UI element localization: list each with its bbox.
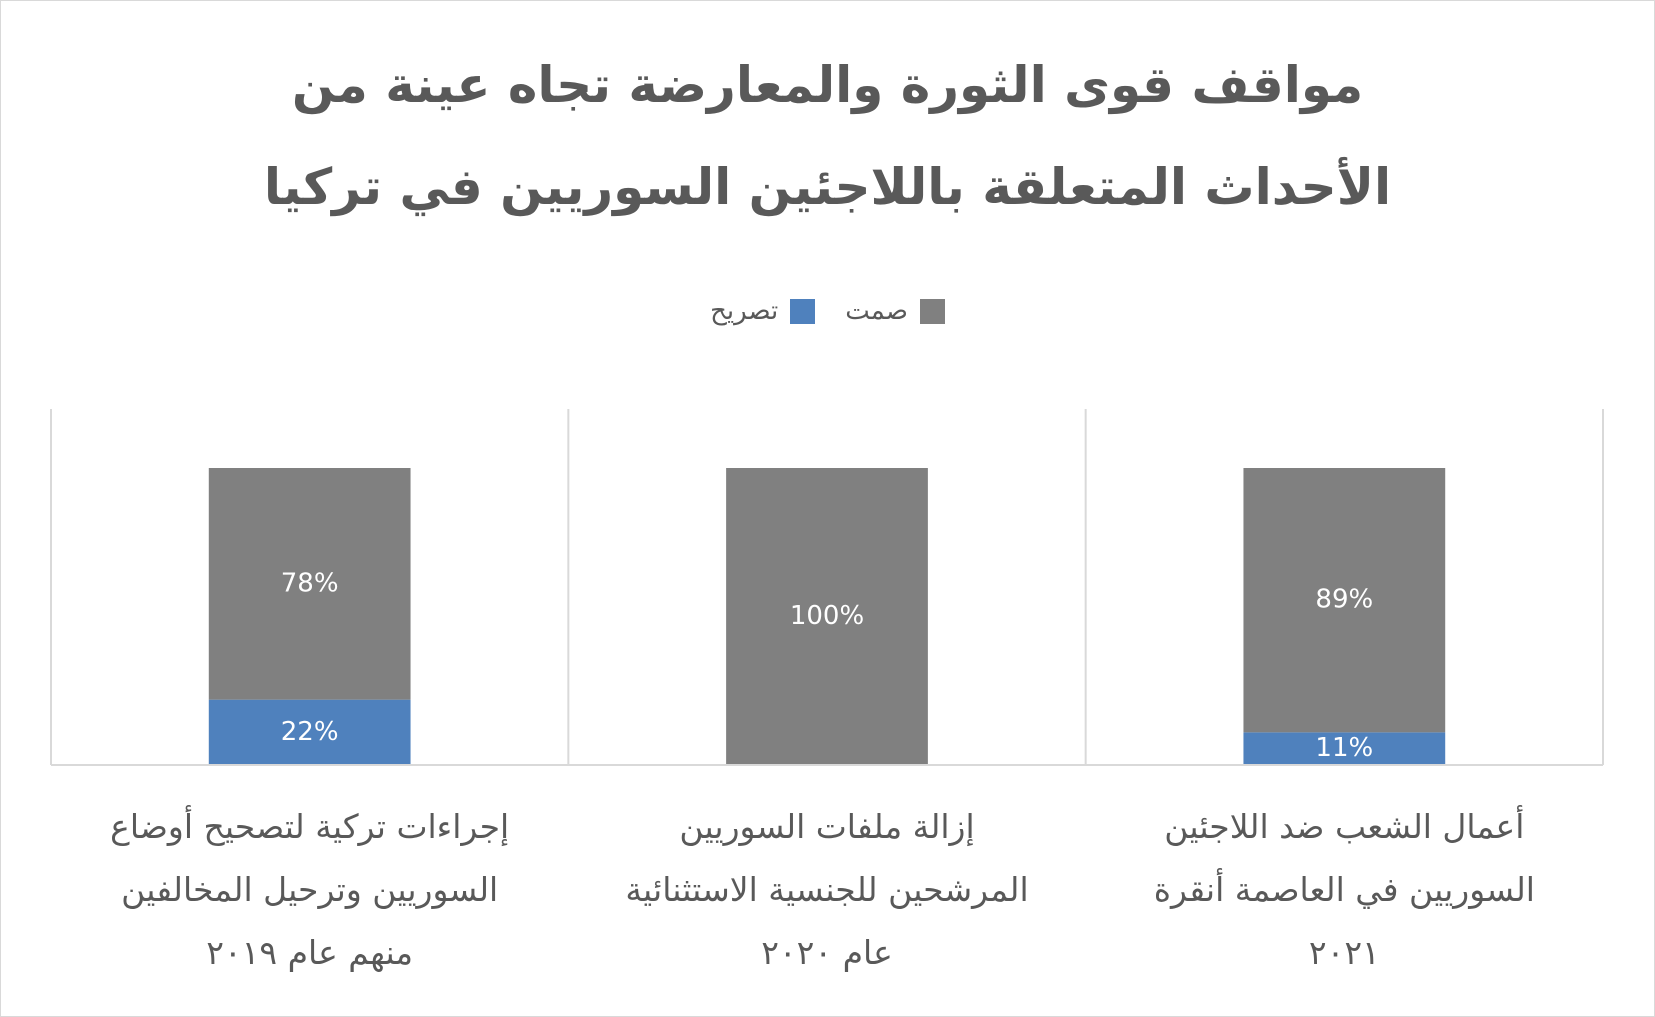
legend-swatch	[919, 298, 945, 324]
bar-segment	[208, 468, 411, 700]
category-label: أعمال الشعب ضد اللاجئين السوريين في العا…	[1153, 807, 1535, 972]
legend-swatch	[790, 298, 816, 324]
bar-segment	[208, 699, 411, 765]
data-label: 78%	[281, 568, 339, 598]
legend-label: صمت	[845, 296, 908, 326]
chart-title: مواقف قوى الثورة والمعارضة تجاه عينة من …	[263, 56, 1392, 216]
legend-label: تصريح	[710, 296, 779, 326]
category-label: إزالة ملفات السوريين المرشحين للجنسية ال…	[625, 807, 1029, 972]
legend: صمت تصريح	[0, 296, 1655, 326]
data-label: 22%	[281, 717, 339, 747]
category-label: إجراءات تركية لتصحيح أوضاع السوريين وترح…	[110, 807, 510, 972]
legend-item: صمت	[845, 296, 945, 326]
data-label: 89%	[1315, 585, 1373, 615]
data-label: 11%	[1315, 733, 1373, 763]
data-label: 100%	[790, 601, 864, 631]
bar-segment	[1243, 468, 1446, 733]
bar-segment	[726, 468, 928, 765]
legend-item: تصريح	[710, 296, 816, 326]
bar-segment	[1243, 732, 1446, 765]
